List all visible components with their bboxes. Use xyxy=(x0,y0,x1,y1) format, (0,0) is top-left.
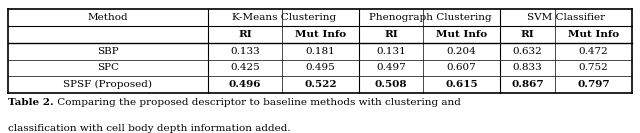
Text: 0.181: 0.181 xyxy=(306,47,335,56)
Text: Table 2.: Table 2. xyxy=(8,98,53,107)
Text: RI: RI xyxy=(238,30,252,39)
Text: Method: Method xyxy=(88,13,128,22)
Text: 0.522: 0.522 xyxy=(305,80,337,89)
Text: SBP: SBP xyxy=(97,47,118,56)
Text: K-Means Clustering: K-Means Clustering xyxy=(232,13,335,22)
Text: 0.632: 0.632 xyxy=(513,47,543,56)
Text: 0.495: 0.495 xyxy=(306,63,335,72)
Text: 0.797: 0.797 xyxy=(577,80,610,89)
Text: 0.204: 0.204 xyxy=(447,47,477,56)
Text: 0.752: 0.752 xyxy=(579,63,609,72)
Text: 0.615: 0.615 xyxy=(445,80,478,89)
Text: 0.496: 0.496 xyxy=(228,80,261,89)
Text: SPSF (Proposed): SPSF (Proposed) xyxy=(63,80,152,89)
Text: 0.607: 0.607 xyxy=(447,63,477,72)
Text: RI: RI xyxy=(521,30,534,39)
Text: classification with cell body depth information added.: classification with cell body depth info… xyxy=(8,124,291,133)
Text: SVM Classifier: SVM Classifier xyxy=(527,13,605,22)
Text: Phenograph Clustering: Phenograph Clustering xyxy=(369,13,492,22)
Text: 0.472: 0.472 xyxy=(579,47,609,56)
Text: 0.131: 0.131 xyxy=(376,47,406,56)
Text: 0.133: 0.133 xyxy=(230,47,260,56)
Text: SPC: SPC xyxy=(97,63,119,72)
Text: 0.425: 0.425 xyxy=(230,63,260,72)
Text: Mut Info: Mut Info xyxy=(295,30,346,39)
Text: Comparing the proposed descriptor to baseline methods with clustering and: Comparing the proposed descriptor to bas… xyxy=(54,98,461,107)
Text: 0.833: 0.833 xyxy=(513,63,543,72)
Text: 0.508: 0.508 xyxy=(375,80,408,89)
Text: Mut Info: Mut Info xyxy=(436,30,487,39)
Text: 0.497: 0.497 xyxy=(376,63,406,72)
Text: RI: RI xyxy=(384,30,398,39)
Text: 0.867: 0.867 xyxy=(511,80,544,89)
Text: Mut Info: Mut Info xyxy=(568,30,619,39)
